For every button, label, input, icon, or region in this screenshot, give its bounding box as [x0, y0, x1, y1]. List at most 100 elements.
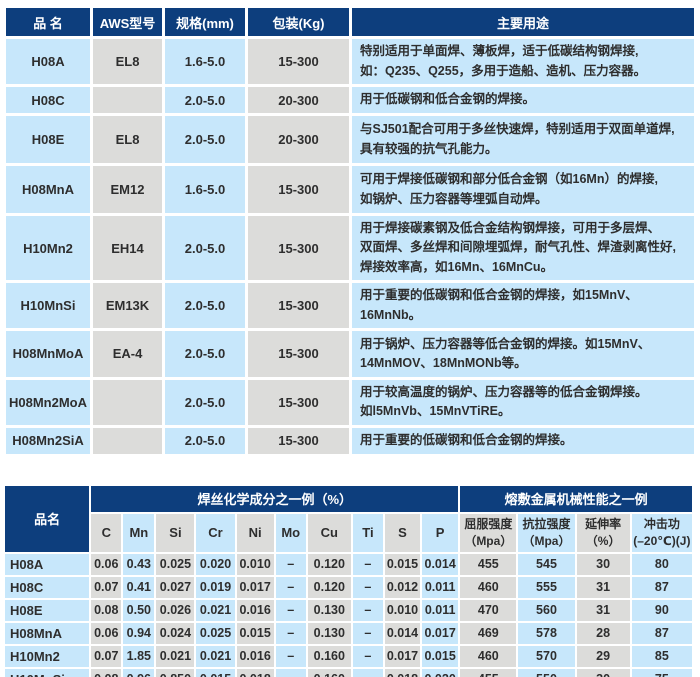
value-cell: –: [352, 599, 383, 621]
value-cell: 550: [518, 668, 575, 677]
value-cell: 0.41: [123, 576, 155, 598]
product-name-cell: H10Mn2: [5, 645, 90, 667]
mech-property-header: 抗拉强度 （Mpa）: [518, 513, 575, 552]
chem-element-header: C: [91, 513, 122, 552]
value-cell: –: [275, 622, 306, 644]
product-spec-cell: 1.6-5.0: [165, 39, 245, 84]
product-aws-cell: [93, 87, 162, 113]
product-name-cell: H10MnSi: [6, 283, 90, 328]
composition-row: H08E 0.08 0.50 0.026 0.021 0.016–0.130–0.010 0…: [5, 599, 692, 621]
value-cell: 578: [518, 622, 575, 644]
value-cell: 470: [460, 599, 517, 621]
top-table-column-header: 规格(mm): [165, 8, 245, 36]
product-name-cell: H08Mn2SiA: [6, 427, 90, 454]
product-usage-cell: 用于重要的低碳钢和低合金钢的焊接，如15MnV、16MnNb。: [352, 283, 694, 328]
value-cell: –: [352, 645, 383, 667]
value-cell: 0.011: [422, 576, 459, 598]
value-cell: –: [275, 553, 306, 575]
value-cell: –: [275, 645, 306, 667]
product-name-cell: H10Mn2: [6, 216, 90, 281]
product-usage-cell: 与SJ501配合可用于多丝快速焊，特别适用于双面单道焊, 具有较强的抗气孔能力。: [352, 116, 694, 163]
value-cell: 555: [518, 576, 575, 598]
chem-element-header: P: [422, 513, 459, 552]
product-name-cell: H08E: [6, 116, 90, 163]
product-name-cell: H08E: [5, 599, 90, 621]
value-cell: 90: [631, 599, 692, 621]
value-cell: 0.96: [123, 668, 155, 677]
value-cell: 0.017: [422, 622, 459, 644]
product-usage-cell: 用于较高温度的锅炉、压力容器等的低合金钢焊接。 如l5MnVb、15MnVTiR…: [352, 379, 694, 425]
value-cell: 570: [518, 645, 575, 667]
product-row: H08C 2.0-5.0 20-300 用于低碳钢和低合金钢的焊接。: [6, 87, 694, 113]
product-name-cell: H08Mn2MoA: [6, 379, 90, 425]
product-spec-cell: 2.0-5.0: [165, 283, 245, 328]
value-cell: 0.06: [91, 622, 122, 644]
composition-row: H10MnSi0.080.960.8500.0150.018–0.160–0.0…: [5, 668, 692, 677]
chem-element-header: Mn: [123, 513, 155, 552]
value-cell: 460: [460, 576, 517, 598]
value-cell: 0.07: [91, 645, 122, 667]
chemical-composition-banner: 焊丝化学成分之一例（%）: [91, 485, 459, 512]
product-pack-cell: 15-300: [248, 216, 349, 281]
product-spec-cell: 2.0-5.0: [165, 379, 245, 425]
mech-property-header: 冲击功 (–20℃)(J): [631, 513, 692, 552]
value-cell: 87: [631, 576, 692, 598]
value-cell: 0.021: [156, 645, 195, 667]
value-cell: 0.016: [236, 599, 274, 621]
product-aws-cell: EA-4: [93, 330, 162, 377]
product-spec-cell: 1.6-5.0: [165, 166, 245, 213]
value-cell: 75: [631, 668, 692, 677]
top-table-column-header: AWS型号: [93, 8, 162, 36]
product-pack-cell: 15-300: [248, 283, 349, 328]
value-cell: 0.012: [384, 576, 421, 598]
value-cell: 1.85: [123, 645, 155, 667]
product-usage-cell: 用于焊接碳素钢及低合金结构钢焊接，可用于多层焊、 双面焊、多丝焊和间隙埋弧焊，耐…: [352, 216, 694, 281]
value-cell: 87: [631, 622, 692, 644]
value-cell: –: [352, 576, 383, 598]
value-cell: 0.06: [91, 553, 122, 575]
value-cell: 460: [460, 645, 517, 667]
value-cell: 0.015: [236, 622, 274, 644]
product-pack-cell: 15-300: [248, 427, 349, 454]
value-cell: 0.017: [384, 645, 421, 667]
value-cell: 0.020: [196, 553, 235, 575]
value-cell: 0.019: [196, 576, 235, 598]
value-cell: 0.08: [91, 668, 122, 677]
product-name-cell: H08MnMoA: [6, 330, 90, 377]
product-spec-cell: 2.0-5.0: [165, 116, 245, 163]
value-cell: 0.50: [123, 599, 155, 621]
value-cell: 85: [631, 645, 692, 667]
composition-properties-banner-row: 品名 焊丝化学成分之一例（%） 熔敷金属机械性能之一例: [5, 485, 692, 552]
product-usage-cell: 用于重要的低碳钢和低合金钢的焊接。: [352, 427, 694, 454]
value-cell: 0.015: [422, 645, 459, 667]
product-aws-cell: EH14: [93, 216, 162, 281]
product-pack-cell: 20-300: [248, 87, 349, 113]
chem-element-header: Mo: [275, 513, 306, 552]
product-name-cell: H08C: [6, 87, 90, 113]
product-usage-table: 品 名 AWS型号 规格(mm) 包装(Kg) 主要用途 H08A EL8 1.6-5.0 1…: [3, 5, 697, 457]
product-spec-cell: 2.0-5.0: [165, 330, 245, 377]
mech-property-header: 延伸率 （%）: [576, 513, 630, 552]
product-aws-cell: EM13K: [93, 283, 162, 328]
product-spec-cell: 2.0-5.0: [165, 87, 245, 113]
top-table-column-header: 品 名: [6, 8, 90, 36]
value-cell: 0.025: [156, 553, 195, 575]
value-cell: 29: [576, 645, 630, 667]
product-aws-cell: EM12: [93, 166, 162, 213]
value-cell: 0.08: [91, 599, 122, 621]
product-name-cell: H08MnA: [5, 622, 90, 644]
value-cell: 0.850: [156, 668, 195, 677]
product-name-cell: H10MnSi: [5, 668, 90, 677]
composition-row: H10Mn2 0.07 1.85 0.021 0.021 0.016–0.160–0.01…: [5, 645, 692, 667]
product-pack-cell: 15-300: [248, 39, 349, 84]
product-usage-table-header-row: 品 名 AWS型号 规格(mm) 包装(Kg) 主要用途: [6, 8, 694, 36]
value-cell: 0.010: [384, 599, 421, 621]
value-cell: 0.43: [123, 553, 155, 575]
product-row: H08Mn2MoA 2.0-5.0 15-300 用于较高温度的锅炉、压力容器等的低合…: [6, 379, 694, 425]
value-cell: 0.010: [236, 553, 274, 575]
value-cell: 469: [460, 622, 517, 644]
value-cell: 0.120: [307, 553, 351, 575]
product-pack-cell: 15-300: [248, 166, 349, 213]
composition-row: H08C 0.07 0.41 0.027 0.019 0.017–0.120–0.012 0…: [5, 576, 692, 598]
composition-row: H08A 0.06 0.43 0.025 0.020 0.010–0.120–0.015 0…: [5, 553, 692, 575]
